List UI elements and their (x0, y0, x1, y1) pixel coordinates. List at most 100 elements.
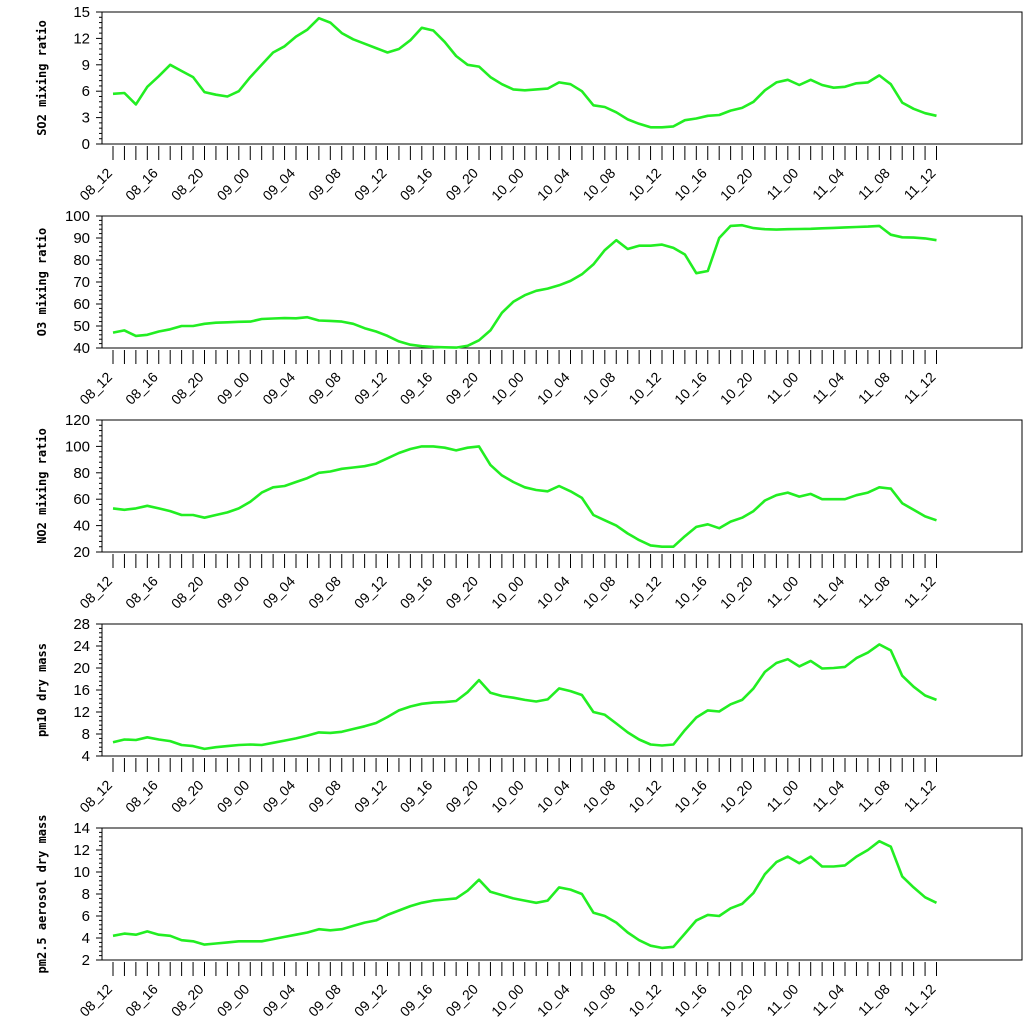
x-tick-label: 11_08 (855, 573, 893, 611)
x-tick-label: 10_08 (580, 573, 619, 612)
series-line (112, 16, 937, 129)
y-tick-label: 10 (73, 864, 90, 881)
y-tick-label: 8 (82, 726, 90, 743)
x-tick-label: 09_00 (214, 573, 253, 612)
x-tick-label: 09_08 (305, 165, 344, 204)
x-tick-label: 10_08 (580, 165, 619, 204)
x-tick-label: 09_16 (397, 981, 436, 1020)
x-tick-label: 10_00 (488, 981, 527, 1020)
chart-panel-2: 40 50 60 70 80 90 100 O3 mixing ratio 08_12 08_16… (35, 208, 1023, 408)
x-tick-label: 09_16 (397, 165, 436, 204)
x-tick-label: 09_04 (259, 165, 298, 204)
x-tick-label: 09_08 (305, 981, 344, 1020)
x-tick-label: 10_16 (671, 165, 710, 204)
x-tick-label: 09_04 (259, 369, 298, 408)
x-tick-label: 10_20 (717, 369, 756, 408)
x-tick-label: 10_12 (625, 369, 664, 408)
x-tick-label: 11_04 (809, 369, 847, 407)
x-tick-label: 09_20 (442, 777, 481, 816)
y-axis-label: O3 mixing ratio (35, 228, 49, 336)
x-tick-label: 10_04 (534, 573, 573, 612)
x-tick-label: 09_08 (305, 777, 344, 816)
x-tick-label: 08_16 (122, 165, 161, 204)
x-tick-label: 09_16 (397, 777, 436, 816)
x-tick-label: 10_20 (717, 981, 756, 1020)
y-tick-label: 80 (73, 252, 90, 269)
y-tick-label: 20 (73, 660, 90, 677)
x-tick-label: 09_00 (214, 165, 253, 204)
x-tick-label: 11_08 (855, 369, 893, 407)
y-axis-label: pm10 dry mass (35, 643, 49, 737)
plot-frame (101, 11, 1023, 145)
x-tick-label: 11_00 (763, 777, 801, 815)
y-tick-label: 60 (73, 296, 90, 313)
series-line (112, 643, 937, 751)
y-tick-label: 12 (73, 30, 90, 47)
x-tick-label: 10_16 (671, 981, 710, 1020)
x-tick-label: 08_12 (76, 981, 115, 1020)
x-tick-label: 09_12 (351, 777, 390, 816)
x-tick-label: 10_04 (534, 165, 573, 204)
y-tick-label: 6 (82, 908, 90, 925)
y-axis-label: NO2 mixing ratio (35, 428, 49, 544)
x-tick-label: 10_20 (717, 573, 756, 612)
x-tick-label: 10_04 (534, 777, 573, 816)
x-tick-label: 10_12 (625, 165, 664, 204)
x-tick-label: 11_04 (809, 777, 847, 815)
x-tick-label: 08_20 (168, 981, 207, 1020)
plot-frame (101, 215, 1023, 349)
y-tick-label: 80 (73, 465, 90, 482)
x-tick-label: 10_20 (717, 165, 756, 204)
x-tick-label: 09_08 (305, 573, 344, 612)
x-tick-label: 09_20 (442, 369, 481, 408)
y-tick-label: 2 (82, 952, 90, 969)
x-tick-label: 08_20 (168, 165, 207, 204)
x-tick-label: 08_20 (168, 369, 207, 408)
y-tick-label: 120 (65, 412, 90, 429)
x-tick-label: 09_16 (397, 573, 436, 612)
y-tick-label: 12 (73, 842, 90, 859)
x-tick-label: 11_08 (855, 777, 893, 815)
x-tick-label: 10_08 (580, 369, 619, 408)
x-tick-label: 09_12 (351, 165, 390, 204)
x-tick-label: 09_12 (351, 981, 390, 1020)
y-tick-label: 100 (65, 208, 90, 225)
x-tick-label: 11_04 (809, 981, 847, 1019)
x-tick-label: 09_12 (351, 573, 390, 612)
y-tick-label: 40 (73, 340, 90, 357)
y-axis-label: pm2.5 aerosol dry mass (35, 815, 49, 974)
y-tick-label: 4 (82, 748, 90, 765)
x-tick-label: 08_16 (122, 777, 161, 816)
x-tick-label: 11_04 (809, 165, 847, 203)
x-tick-label: 08_12 (76, 777, 115, 816)
x-tick-label: 11_04 (809, 573, 847, 611)
x-tick-label: 09_04 (259, 777, 298, 816)
series-line (112, 839, 938, 950)
x-tick-label: 10_00 (488, 369, 527, 408)
y-tick-label: 9 (82, 57, 90, 74)
x-tick-label: 11_00 (763, 573, 801, 611)
series-line (112, 445, 937, 549)
y-tick-label: 12 (73, 704, 90, 721)
x-tick-label: 11_08 (855, 981, 893, 1019)
x-tick-label: 08_20 (168, 777, 207, 816)
x-tick-label: 11_08 (855, 165, 893, 203)
x-tick-label: 10_00 (488, 573, 527, 612)
x-tick-label: 10_04 (534, 369, 573, 408)
x-tick-label: 11_12 (901, 777, 939, 815)
x-tick-label: 11_00 (763, 165, 801, 203)
y-tick-label: 15 (73, 4, 90, 21)
x-tick-label: 11_12 (901, 165, 939, 203)
y-tick-label: 60 (73, 491, 90, 508)
x-tick-label: 10_12 (625, 777, 664, 816)
x-tick-label: 11_00 (763, 981, 801, 1019)
x-tick-label: 11_12 (901, 981, 939, 1019)
x-tick-label: 08_12 (76, 573, 115, 612)
x-tick-label: 09_20 (442, 165, 481, 204)
y-tick-label: 50 (73, 318, 90, 335)
x-tick-label: 10_08 (580, 777, 619, 816)
x-tick-label: 11_12 (901, 369, 939, 407)
chart-panel-3: 20 40 60 80 100 120 NO2 mixing ratio 08_12 08_16… (35, 412, 1023, 612)
